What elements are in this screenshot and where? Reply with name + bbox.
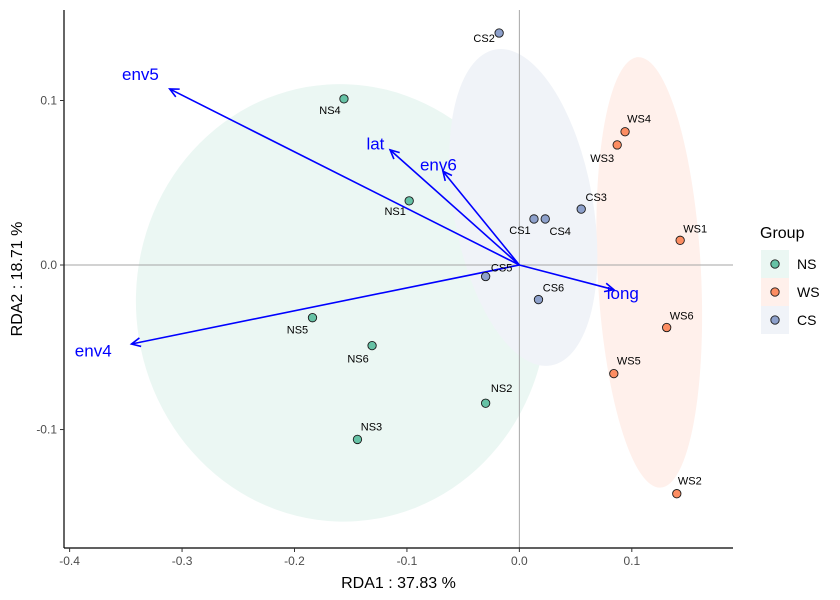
x-tick-label: -0.3 xyxy=(172,554,193,568)
ellipse-layer xyxy=(135,48,703,522)
vector-label-env6: env6 xyxy=(420,156,457,175)
vector-label-lat: lat xyxy=(366,134,384,153)
point-label-ns6: NS6 xyxy=(347,354,368,366)
point-cs4 xyxy=(540,214,550,224)
legend-point-ws xyxy=(770,287,780,297)
x-axis-title: RDA1 : 37.83 % xyxy=(341,575,456,592)
y-tick-label: 0.1 xyxy=(40,93,57,107)
point-ns2 xyxy=(480,398,491,408)
legend: Group NS WS CS xyxy=(760,225,820,334)
vector-arrowhead-lat xyxy=(388,148,400,160)
point-ws6 xyxy=(662,322,672,333)
x-tick-label: -0.4 xyxy=(59,554,80,568)
legend-title: Group xyxy=(760,225,805,242)
point-label-ws3: WS3 xyxy=(590,153,614,165)
x-tick-label: -0.2 xyxy=(284,554,305,568)
vector-label-env4: env4 xyxy=(75,342,112,361)
point-label-ns5: NS5 xyxy=(287,325,308,337)
x-tick-label: 0.0 xyxy=(511,554,528,568)
point-ws3 xyxy=(612,140,622,150)
point-cs6 xyxy=(533,294,544,305)
point-ws4 xyxy=(620,127,630,137)
vector-env6 xyxy=(442,170,520,266)
point-label-ns2: NS2 xyxy=(491,383,512,395)
reference-lines xyxy=(64,10,733,548)
vector-lat xyxy=(389,149,520,266)
legend-label-cs: CS xyxy=(797,312,816,328)
point-cs2 xyxy=(494,28,504,38)
ellipse-ws xyxy=(596,57,703,488)
point-ns6 xyxy=(367,340,377,351)
vector-arrowhead-env4 xyxy=(129,337,142,348)
point-label-cs2: CS2 xyxy=(473,33,494,45)
point-label-cs4: CS4 xyxy=(550,226,571,238)
vector-long xyxy=(519,264,615,291)
point-ws5 xyxy=(609,368,619,379)
point-label-cs1: CS1 xyxy=(509,225,530,237)
point-cs3 xyxy=(576,204,586,214)
point-ns5 xyxy=(307,313,318,323)
point-layer: NS1 NS2 NS3 NS4 NS5 NS6 WS1 WS2 WS3 WS4 WS5 WS6 CS1 C… xyxy=(287,28,707,499)
x-tick-label: 0.1 xyxy=(623,554,640,568)
x-tick-label: -0.1 xyxy=(397,554,418,568)
legend-point-ns xyxy=(770,259,780,269)
vector-env5 xyxy=(169,88,520,266)
y-tick-label: 0.0 xyxy=(40,258,57,272)
point-ns3 xyxy=(352,434,363,445)
point-ns1 xyxy=(404,196,414,206)
legend-label-ws: WS xyxy=(797,284,820,300)
vector-label-env5: env5 xyxy=(122,65,159,84)
point-cs1 xyxy=(529,214,539,224)
point-label-ws2: WS2 xyxy=(678,476,702,488)
point-label-ws4: WS4 xyxy=(627,114,651,126)
vector-arrowhead-long xyxy=(603,282,616,293)
point-cs5 xyxy=(480,271,491,282)
point-label-ws5: WS5 xyxy=(617,356,641,368)
ellipse-cs xyxy=(449,48,598,366)
point-ws1 xyxy=(675,235,685,245)
vector-layer: env5 lat env6 long env4 xyxy=(75,65,639,360)
vector-arrowhead-env6 xyxy=(441,169,453,182)
point-ws2 xyxy=(672,489,682,499)
point-label-ns4: NS4 xyxy=(319,105,340,117)
vector-arrowhead-env5 xyxy=(168,88,180,98)
legend-point-cs xyxy=(770,315,780,325)
y-axis-title: RDA2 : 18.71 % xyxy=(9,222,26,337)
y-tick-label: -0.1 xyxy=(36,423,57,437)
point-label-ws1: WS1 xyxy=(683,223,707,235)
point-ns4 xyxy=(339,94,349,104)
point-label-ws6: WS6 xyxy=(670,311,694,323)
point-label-cs6: CS6 xyxy=(543,283,564,295)
legend-label-ns: NS xyxy=(797,256,816,272)
point-label-ns1: NS1 xyxy=(384,206,405,218)
point-label-cs3: CS3 xyxy=(586,192,607,204)
vector-env4 xyxy=(131,264,520,345)
ellipse-ns xyxy=(135,84,548,522)
point-label-cs5: CS5 xyxy=(491,263,512,275)
axes: -0.4 -0.3 -0.2 -0.1 0.0 0.1 -0.1 0.0 0.1 xyxy=(36,10,733,568)
point-label-ns3: NS3 xyxy=(361,421,382,433)
vector-label-long: long xyxy=(607,284,639,303)
